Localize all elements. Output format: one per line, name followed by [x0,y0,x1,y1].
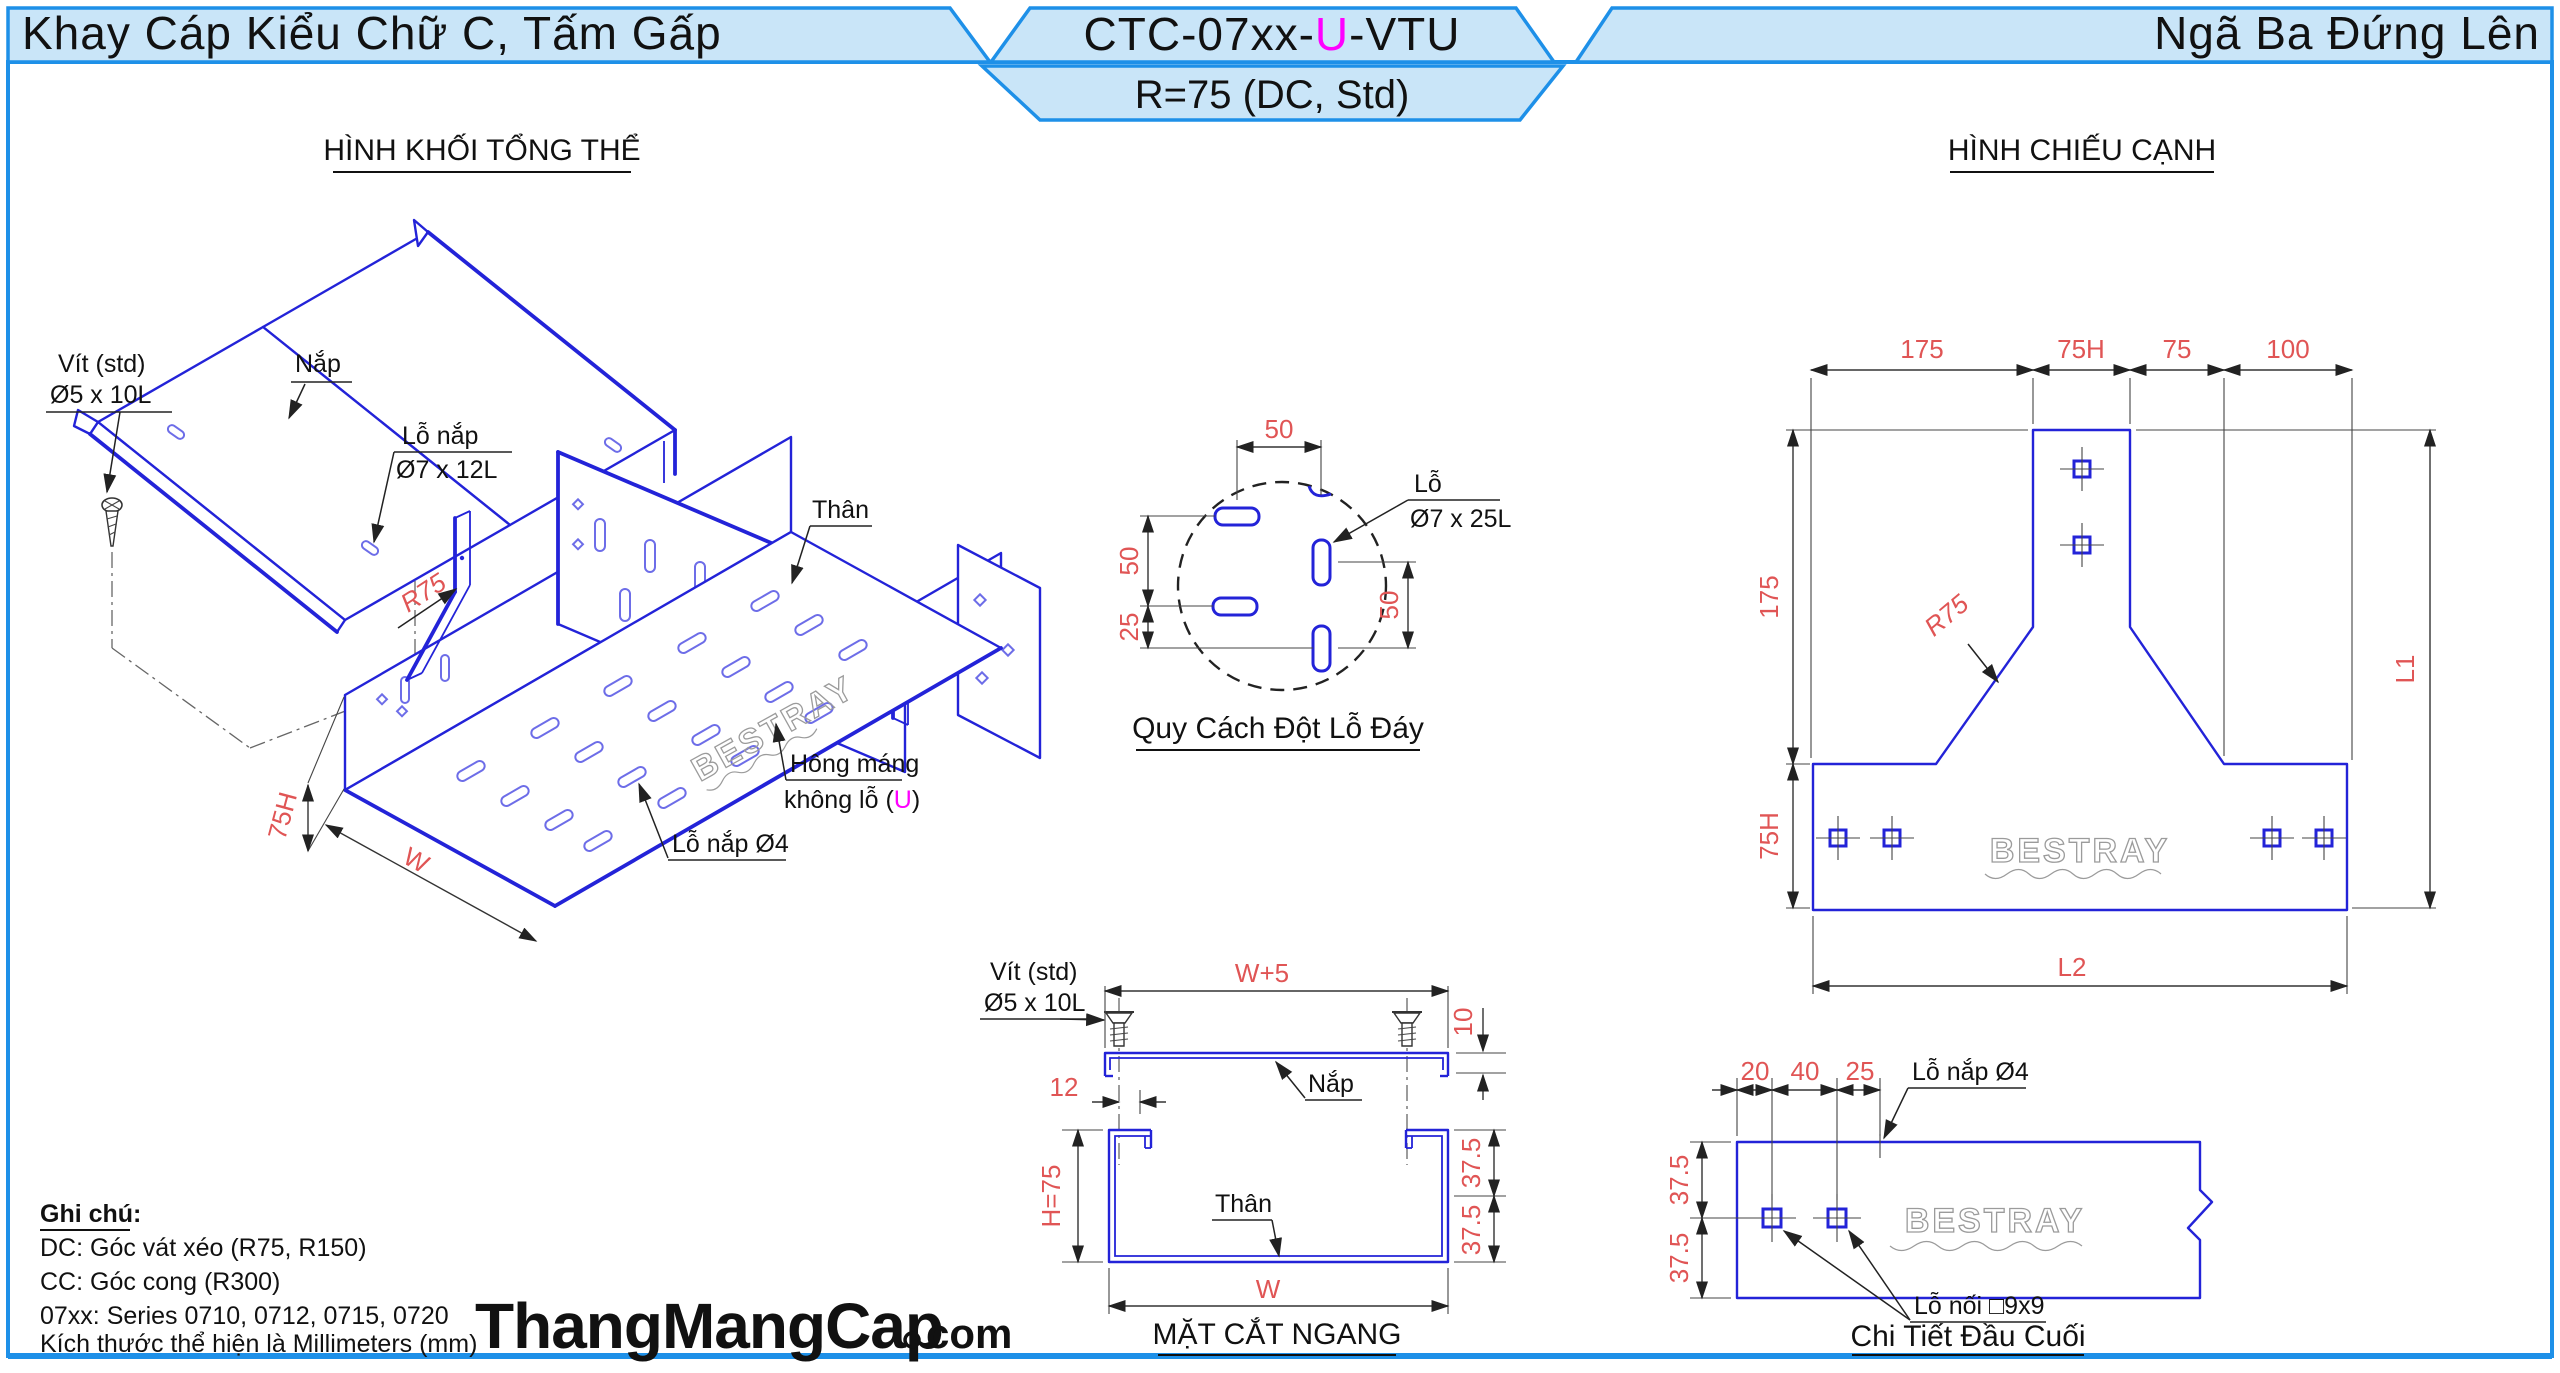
section-dim-375a: 37.5 [1456,1138,1486,1189]
end-view: BESTRAY 20 40 25 37.5 37.5 Lỗ nắp Ø4 [1664,1056,2214,1356]
side-dim-175: 175 [1900,334,1943,364]
iso-flank-label: Hông máng [790,750,919,778]
note-line-3: 07xx: Series 0710, 0712, 0715, 0720 [40,1302,449,1330]
iso-screw-label: Vít (std) [58,350,146,378]
end-dim-375b: 37.5 [1664,1233,1694,1284]
punch-dim-left-b: 25 [1114,613,1144,642]
end-title: Chi Tiết Đầu Cuối [1850,1320,2085,1353]
end-dim-25: 25 [1846,1056,1875,1086]
iso-cap-hole-label: Lỗ nắp Ø4 [672,829,789,858]
end-dim-375a: 37.5 [1664,1155,1694,1206]
iso-width-dim: W [398,841,434,879]
end-watermark: BESTRAY [1889,1201,2085,1252]
punch-dim-right: 50 [1374,591,1404,620]
product-code: CTC-07xx-U-VTU [1084,8,1461,60]
notes-block: Ghi chú: DC: Góc vát xéo (R75, R150) CC:… [40,1200,477,1358]
end-dim-20: 20 [1741,1056,1770,1086]
section-cover [1103,1051,1450,1078]
side-watermark: BESTRAY [1984,831,2170,880]
side-view: HÌNH CHIẾU CẠNH BESTRAY [1754,133,2437,994]
punch-dim-top: 50 [1265,414,1294,444]
side-dim-100: 100 [2266,334,2309,364]
side-dim-75h: 75H [2057,334,2105,364]
header-right-banner [1572,6,2554,64]
section-dim-10: 10 [1448,1008,1478,1037]
section-dim-w: W [1256,1274,1281,1304]
punch-title: Quy Cách Đột Lỗ Đáy [1132,712,1424,745]
iso-title: HÌNH KHỐI TỔNG THỂ [323,133,640,167]
punch-view: 50 50 25 50 Lỗ Ø7 x 25L Quy Cách Đột Lỗ … [1114,414,1512,751]
end-plate [1735,1140,2214,1300]
iso-branch-left-wall [405,510,471,682]
section-title: MẶT CẮT NGANG [1153,1317,1402,1351]
side-radius-label: R75 [1918,588,1974,642]
punch-dims: 50 50 25 50 Lỗ Ø7 x 25L [1114,414,1512,650]
side-dim-75: 75 [2163,334,2192,364]
section-dim-375b: 37.5 [1456,1205,1486,1256]
iso-cover-label: Nắp [295,349,341,378]
iso-view: HÌNH KHỐI TỔNG THỂ [46,133,1042,942]
side-outline [1811,428,2349,912]
end-cap-hole-label: Lỗ nắp Ø4 [1912,1057,2029,1086]
iso-height-dim: 75H [262,789,303,843]
side-title: HÌNH CHIẾU CẠNH [1948,133,2216,167]
product-subtitle: R=75 (DC, Std) [1135,73,1410,117]
side-dim-v75h: 75H [1754,812,1784,860]
svg-text:75H: 75H [262,789,303,843]
side-dim-l1: L1 [2390,655,2420,684]
iso-cover [72,218,677,634]
section-cover-label: Nắp [1308,1069,1354,1098]
iso-body-label: Thân [812,496,869,524]
end-dim-40: 40 [1791,1056,1820,1086]
side-holes [1816,447,2346,860]
punch-dim-left-a: 50 [1114,547,1144,576]
section-body-label: Thân [1215,1190,1272,1218]
logo-main: ThangMangCap [475,1290,943,1362]
product-family-title: Khay Cáp Kiểu Chữ C, Tấm Gấp [22,7,722,59]
header-subtitle-banner [977,64,1567,122]
end-joint-hole-label: Lỗ nối □9x9 [1914,1291,2044,1320]
iso-cover-hole-size: Ø7 x 12L [396,456,498,484]
punch-hole-label: Lỗ [1414,469,1442,498]
side-dims: 175 75H 75 100 175 75H R75 L1 L2 [1754,334,2437,994]
note-line-2: CC: Góc cong (R300) [40,1268,280,1296]
iso-screw-size-label: Ø5 x 10L [50,381,152,409]
section-dim-12: 12 [1050,1072,1079,1102]
section-screw-icon [1104,1011,1134,1047]
header: Khay Cáp Kiểu Chữ C, Tấm Gấp CTC-07xx-U-… [6,6,2554,122]
logo-dot-icon [903,1331,921,1349]
header-code-banner [987,6,1558,64]
fitting-type-title: Ngã Ba Đứng Lên [2154,7,2540,59]
end-dims: 20 40 25 37.5 37.5 Lỗ nắp Ø4 Lỗ nối □9x9 [1664,1056,2046,1323]
iso-cover-hole-label: Lỗ nắp [402,421,478,450]
iso-bottom-slots [456,590,868,852]
side-dim-v175: 175 [1754,575,1784,618]
punch-hole-size: Ø7 x 25L [1410,505,1512,533]
iso-screw-icon [101,497,123,547]
section-screw-label: Vít (std) [990,958,1078,986]
svg-text:BESTRAY: BESTRAY [1990,832,2170,870]
side-dim-l2: L2 [2058,952,2087,982]
svg-text:BESTRAY: BESTRAY [1905,1202,2085,1240]
section-dim-w5: W+5 [1235,958,1289,988]
section-body [1107,1128,1450,1264]
logo-suffix: com [926,1310,1012,1357]
note-line-1: DC: Góc vát xéo (R75, R150) [40,1234,367,1262]
section-screw-size: Ø5 x 10L [984,989,1086,1017]
section-annotations: Vít (std) Ø5 x 10L W+5 10 Nắp 12 H=75 [980,958,1506,1314]
brand-logo: ThangMangCap com [475,1290,1012,1362]
section-dim-h: H=75 [1036,1165,1066,1228]
section-view: Vít (std) Ø5 x 10L W+5 10 Nắp 12 H=75 [980,958,1506,1356]
notes-heading: Ghi chú: [40,1200,141,1228]
iso-flank-label-2: không lỗ (U) [784,785,920,814]
svg-text:W: W [398,841,434,879]
iso-tray: BESTRAY [343,435,1042,908]
note-line-4: Kích thước thể hiện là Millimeters (mm) [40,1330,477,1358]
